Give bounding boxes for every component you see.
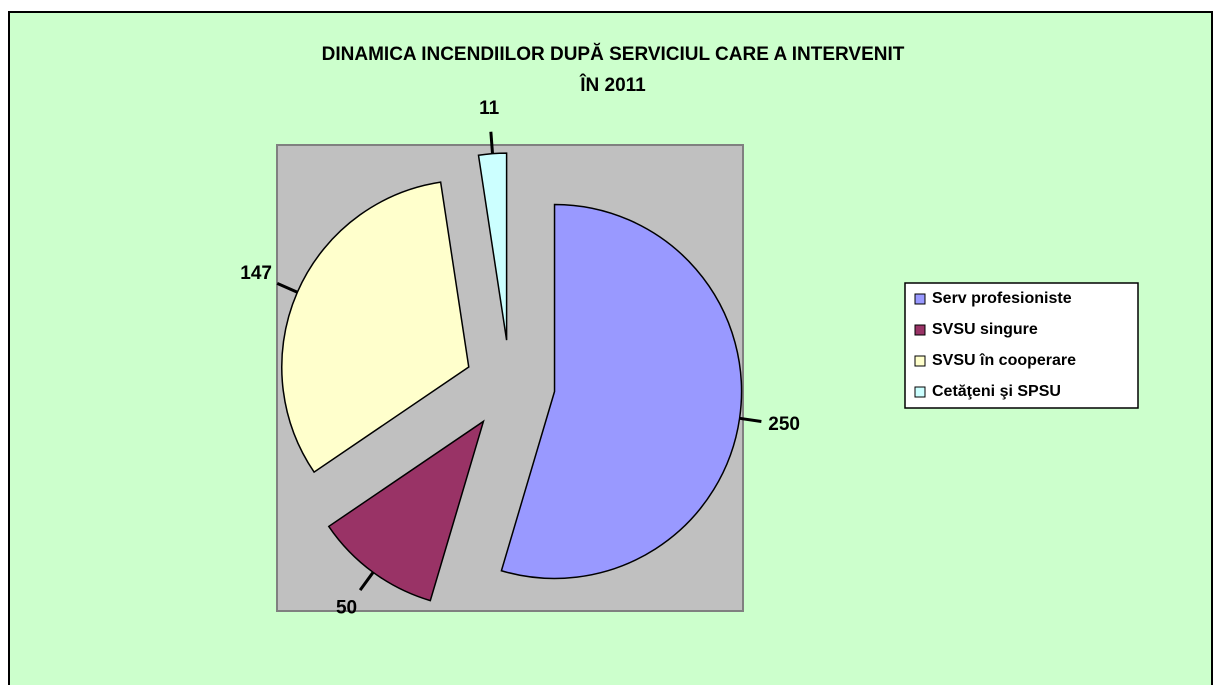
pie-slice: [500, 203, 743, 580]
legend-swatch: [914, 293, 926, 305]
legend-label: Serv profesioniste: [932, 290, 1072, 307]
legend-swatch: [914, 386, 926, 398]
leader-line: [489, 131, 495, 154]
legend-swatch: [914, 324, 926, 336]
pie-slice: [327, 419, 485, 602]
leader-line: [276, 282, 298, 294]
legend-swatch: [914, 355, 926, 367]
data-label: 11: [479, 98, 500, 119]
legend-label: Cetăţeni şi SPSU: [932, 383, 1061, 400]
legend-label: SVSU în cooperare: [932, 352, 1076, 369]
leader-line: [739, 416, 762, 423]
chart-title: DINAMICA INCENDIILOR DUPĂ SERVICIUL CARE…: [322, 43, 905, 65]
legend-box: [904, 282, 1139, 409]
chart-title: ÎN 2011: [579, 74, 646, 96]
data-label: 50: [336, 598, 357, 619]
leader-line: [358, 571, 375, 591]
legend-label: SVSU singure: [932, 321, 1038, 338]
data-label: 250: [768, 414, 800, 435]
data-label: 147: [240, 263, 272, 284]
